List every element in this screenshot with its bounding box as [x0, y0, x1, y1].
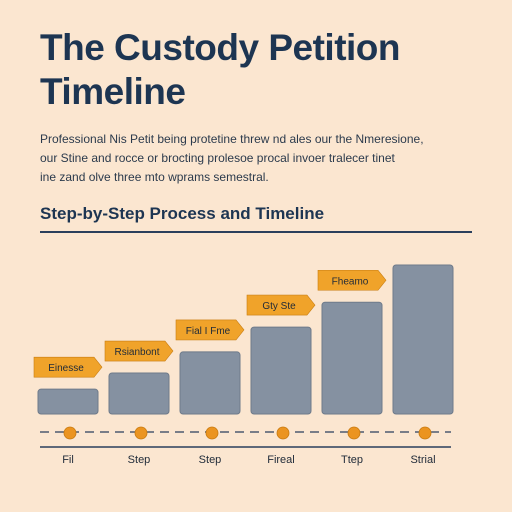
callout-label: Rsianbont: [114, 347, 159, 358]
timeline-marker: [205, 426, 219, 440]
callout-label: Fial I Fme: [186, 326, 231, 337]
intro-line: ine zand olve three mto wprams semestral…: [40, 170, 269, 184]
x-tick-label: Step: [128, 454, 151, 466]
x-tick-label: Fil: [62, 454, 74, 466]
callout-label: Einesse: [48, 363, 84, 374]
callout-tag: [104, 340, 174, 362]
chart-subtitle: Step-by-Step Process and Timeline: [40, 204, 325, 223]
callout-tag: [246, 294, 316, 316]
bar-group: [37, 264, 454, 415]
intro-line: Professional Nis Petit being protetine t…: [40, 132, 424, 146]
timeline-marker: [134, 426, 148, 440]
callout-tag: [317, 269, 387, 291]
timeline-marker: [276, 426, 290, 440]
subtitle-rule: [40, 231, 472, 233]
x-tick-label: Step: [199, 454, 222, 466]
callout-label: Gty Ste: [262, 301, 296, 312]
bar: [321, 301, 383, 415]
timeline: [40, 426, 451, 448]
bar: [108, 372, 170, 415]
timeline-marker: [418, 426, 432, 440]
timeline-marker: [347, 426, 361, 440]
bar: [179, 351, 241, 415]
intro-text: Professional Nis Petit being protetine t…: [40, 130, 470, 187]
timeline-marker: [63, 426, 77, 440]
x-tick-labels: Fil Step Step Fireal Ttep Strial: [62, 454, 435, 466]
x-tick-label: Fireal: [267, 454, 295, 466]
bar: [37, 388, 99, 415]
callout-group: Einesse Rsianbont Fial I Fme Gty Ste Fheamo: [33, 269, 387, 378]
x-tick-label: Ttep: [341, 454, 363, 466]
bar: [392, 264, 454, 415]
callout-tag: [175, 319, 245, 341]
chart-title: The Custody Petition Timeline: [40, 27, 401, 112]
callout-label: Fheamo: [332, 276, 369, 287]
x-tick-label: Strial: [410, 454, 435, 466]
bar: [250, 326, 312, 415]
callout-tag: [33, 356, 103, 378]
intro-line: our Stine and rocce or brocting prolesoe…: [40, 151, 395, 165]
